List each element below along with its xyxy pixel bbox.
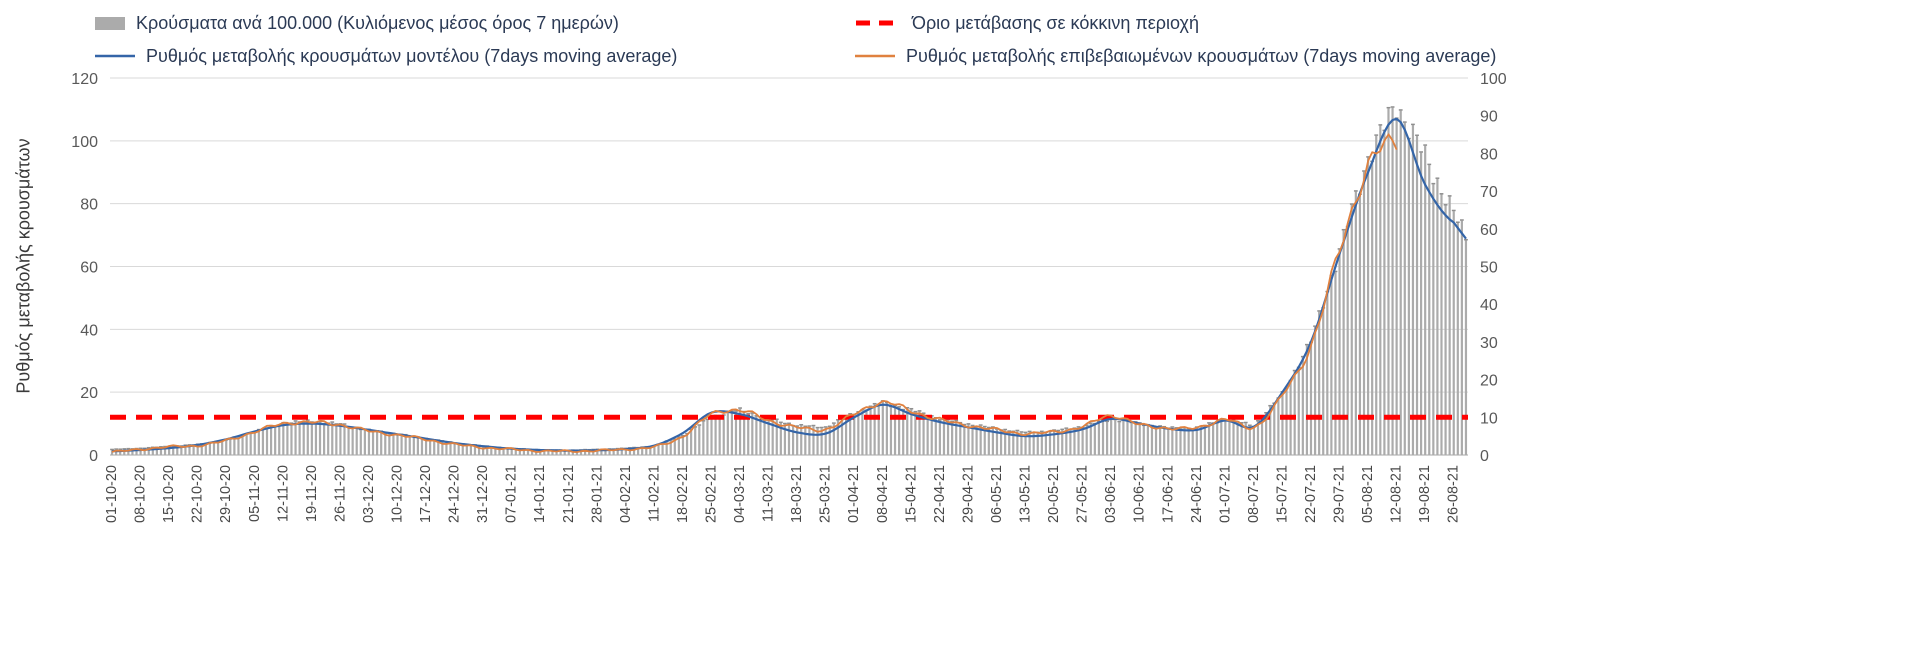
svg-text:20: 20: [1480, 373, 1498, 390]
svg-text:29-07-21: 29-07-21: [1332, 465, 1348, 523]
svg-text:15-04-21: 15-04-21: [903, 465, 919, 523]
svg-text:03-06-21: 03-06-21: [1103, 465, 1119, 523]
svg-text:60: 60: [80, 260, 98, 277]
svg-text:17-12-20: 17-12-20: [418, 465, 434, 523]
svg-text:15-07-21: 15-07-21: [1274, 465, 1290, 523]
left-axis-tick-labels: 0 20 40 60 80 100 120: [71, 71, 98, 465]
svg-text:22-07-21: 22-07-21: [1303, 465, 1319, 523]
bar-series-swatch: [95, 16, 125, 30]
svg-text:60: 60: [1480, 222, 1498, 239]
svg-text:01-10-20: 01-10-20: [104, 465, 120, 523]
svg-text:29-04-21: 29-04-21: [960, 465, 976, 523]
svg-text:01-04-21: 01-04-21: [846, 465, 862, 523]
svg-text:19-08-21: 19-08-21: [1417, 465, 1433, 523]
legend-item-red-threshold: Όριο μετάβασης σε κόκκινη περιοχή: [855, 10, 1199, 36]
svg-text:26-11-20: 26-11-20: [332, 465, 348, 522]
svg-text:31-12-20: 31-12-20: [475, 465, 491, 523]
bars-cases-per-100k: [110, 106, 1468, 456]
right-axis-tick-labels: 0 10 20 30 40 50 60 70 80 90 100: [1480, 71, 1507, 465]
svg-text:90: 90: [1480, 109, 1498, 126]
svg-text:20: 20: [80, 385, 98, 402]
svg-text:10-12-20: 10-12-20: [390, 465, 406, 523]
svg-text:12-08-21: 12-08-21: [1389, 465, 1405, 523]
confirmed-rate-line: [111, 133, 1398, 453]
svg-text:22-04-21: 22-04-21: [932, 465, 948, 523]
model-rate-line: [111, 117, 1467, 453]
svg-text:08-07-21: 08-07-21: [1246, 465, 1262, 523]
svg-text:70: 70: [1480, 184, 1498, 201]
svg-text:10: 10: [1480, 410, 1498, 427]
svg-text:05-11-20: 05-11-20: [247, 465, 263, 522]
svg-text:13-05-21: 13-05-21: [1018, 465, 1034, 523]
legend-item-confirmed-rate: Ρυθμός μεταβολής επιβεβαιωμένων κρουσμάτ…: [855, 43, 1496, 69]
svg-text:27-05-21: 27-05-21: [1075, 465, 1091, 523]
svg-text:25-02-21: 25-02-21: [704, 465, 720, 523]
svg-text:29-10-20: 29-10-20: [218, 465, 234, 523]
svg-text:26-08-21: 26-08-21: [1446, 465, 1462, 523]
gridlines: [110, 77, 1468, 456]
legend-item-cases-per-100k: Κρούσματα ανά 100.000 (Κυλιόμενος μέσος …: [95, 10, 619, 36]
svg-text:15-10-20: 15-10-20: [161, 465, 177, 523]
svg-text:18-03-21: 18-03-21: [789, 465, 805, 523]
svg-text:100: 100: [1480, 71, 1507, 88]
svg-text:0: 0: [89, 448, 98, 465]
legend-label-red-threshold: Όριο μετάβασης σε κόκκινη περιοχή: [912, 12, 1200, 33]
svg-text:21-01-21: 21-01-21: [561, 465, 577, 523]
svg-text:18-02-21: 18-02-21: [675, 465, 691, 523]
legend-item-model-rate: Ρυθμός μεταβολής κρουσμάτων μοντέλου (7d…: [95, 43, 677, 69]
svg-text:04-02-21: 04-02-21: [618, 465, 634, 523]
svg-text:19-11-20: 19-11-20: [304, 465, 320, 522]
legend-label-cases-per-100k: Κρούσματα ανά 100.000 (Κυλιόμενος μέσος …: [136, 12, 619, 33]
svg-text:40: 40: [1480, 297, 1498, 314]
svg-text:24-06-21: 24-06-21: [1189, 465, 1205, 523]
svg-text:04-03-21: 04-03-21: [732, 465, 748, 523]
svg-text:07-01-21: 07-01-21: [504, 465, 520, 523]
svg-text:12-11-20: 12-11-20: [275, 465, 291, 522]
svg-text:08-04-21: 08-04-21: [875, 465, 891, 523]
svg-text:11-03-21: 11-03-21: [761, 465, 777, 522]
x-axis-date-labels: 01-10-20 08-10-20 15-10-20 22-10-20 29-10-20…: [104, 465, 1462, 523]
svg-text:03-12-20: 03-12-20: [361, 465, 377, 523]
svg-text:10-06-21: 10-06-21: [1132, 465, 1148, 523]
threshold-dashed-swatch: [856, 20, 900, 26]
svg-text:50: 50: [1480, 260, 1498, 277]
svg-text:25-03-21: 25-03-21: [818, 465, 834, 523]
svg-text:20-05-21: 20-05-21: [1046, 465, 1062, 523]
svg-text:30: 30: [1480, 335, 1498, 352]
svg-text:80: 80: [80, 197, 98, 214]
svg-text:08-10-20: 08-10-20: [133, 465, 149, 523]
svg-text:14-01-21: 14-01-21: [532, 465, 548, 523]
legend-label-model-rate: Ρυθμός μεταβολής κρουσμάτων μοντέλου (7d…: [146, 45, 678, 66]
svg-text:40: 40: [80, 322, 98, 339]
svg-text:28-01-21: 28-01-21: [589, 465, 605, 523]
svg-text:22-10-20: 22-10-20: [190, 465, 206, 523]
legend-label-confirmed-rate: Ρυθμός μεταβολής επιβεβαιωμένων κρουσμάτ…: [906, 45, 1497, 66]
svg-text:01-07-21: 01-07-21: [1217, 465, 1233, 523]
svg-text:0: 0: [1480, 448, 1489, 465]
confirmed-line-swatch: [855, 54, 895, 58]
svg-text:11-02-21: 11-02-21: [646, 465, 662, 522]
svg-text:06-05-21: 06-05-21: [989, 465, 1005, 523]
svg-text:120: 120: [71, 71, 98, 88]
svg-text:17-06-21: 17-06-21: [1160, 465, 1176, 523]
svg-text:05-08-21: 05-08-21: [1360, 465, 1376, 523]
svg-text:100: 100: [71, 134, 98, 151]
model-line-swatch: [95, 54, 135, 58]
svg-text:80: 80: [1480, 146, 1498, 163]
svg-text:24-12-20: 24-12-20: [447, 465, 463, 523]
